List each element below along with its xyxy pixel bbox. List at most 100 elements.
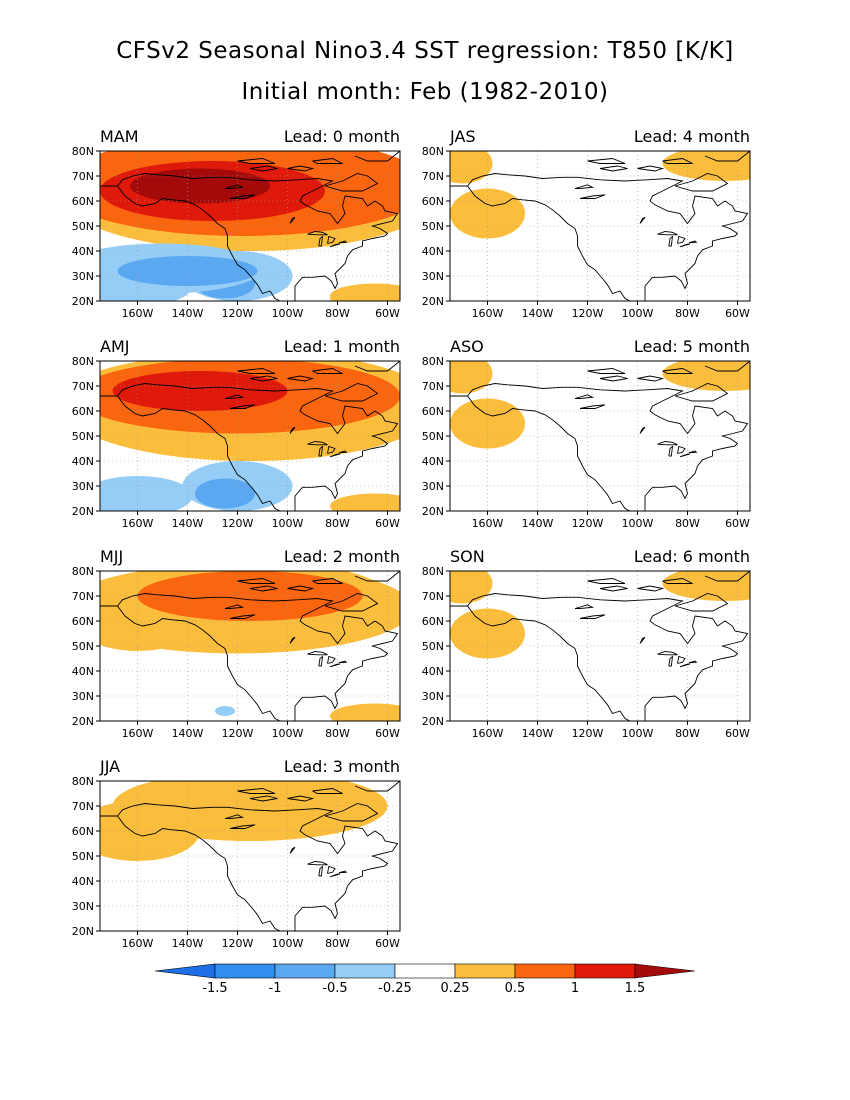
lon-label: 160W xyxy=(122,727,154,740)
lon-label: 100W xyxy=(272,517,304,530)
lon-label: 80W xyxy=(325,727,350,740)
lake-outline xyxy=(307,861,328,866)
lon-label: 100W xyxy=(622,727,654,740)
panel-map: 80N 70N 60N 50N 40N 30N 20N 160W 140W 120W 100W 80W… xyxy=(72,355,401,530)
lat-label: 30N xyxy=(72,270,94,283)
coastline-greenland xyxy=(354,361,400,372)
positive-anomaly xyxy=(130,168,270,204)
panel-map: 80N 70N 60N 50N 40N 30N 20N 160W 140W 120W 100W 80W… xyxy=(72,565,401,740)
colorbar: -1.5 -1 -0.5 -0.25 0.25 0.5 1 1.5 xyxy=(154,963,696,996)
lon-label: 100W xyxy=(622,517,654,530)
lat-label: 30N xyxy=(72,900,94,913)
lon-label: 160W xyxy=(122,307,154,320)
coastline-island xyxy=(662,158,693,164)
colorbar-swatch xyxy=(214,963,276,979)
coastline-island xyxy=(674,173,729,192)
coastline xyxy=(100,781,400,931)
lake-outline xyxy=(679,243,691,248)
lon-label: 80W xyxy=(325,937,350,950)
lake-outline xyxy=(229,194,256,199)
lake-outline xyxy=(327,865,336,874)
positive-anomaly xyxy=(330,493,400,511)
lon-label: 60W xyxy=(375,517,400,530)
coastline-island xyxy=(637,585,665,592)
lat-label: 60N xyxy=(72,615,94,628)
lon-label: 140W xyxy=(522,727,554,740)
coastline-west xyxy=(100,185,281,301)
coastline-island xyxy=(237,158,276,164)
lake-outline xyxy=(668,235,674,247)
panel-map: 80N 70N 60N 50N 40N 30N 20N 160W 140W 120W 100W 80W… xyxy=(422,565,751,740)
positive-anomaly xyxy=(450,571,493,604)
lake-outline xyxy=(327,655,336,664)
lat-label: 20N xyxy=(422,505,444,518)
lon-label: 60W xyxy=(725,517,750,530)
lon-label: 120W xyxy=(222,727,254,740)
lat-label: 50N xyxy=(72,220,94,233)
panel-season: SON xyxy=(450,547,485,566)
panel-map: 80N 70N 60N 50N 40N 30N 20N 160W 140W 120W 100W 80W… xyxy=(422,145,751,320)
negative-anomaly xyxy=(195,478,255,509)
figure-title: CFSv2 Seasonal Nino3.4 SST regression: T… xyxy=(116,38,734,64)
lake-outline xyxy=(688,660,698,664)
lon-label: 60W xyxy=(375,937,400,950)
coastline-island xyxy=(287,795,315,802)
coastline-island xyxy=(249,165,278,172)
coastline-island xyxy=(599,375,628,382)
lat-label: 50N xyxy=(422,430,444,443)
lon-label: 140W xyxy=(522,307,554,320)
panel-map: 80N 70N 60N 50N 40N 30N 20N 160W 140W 120W 100W 80W… xyxy=(72,775,401,950)
lat-label: 50N xyxy=(72,430,94,443)
lake-outline xyxy=(639,216,646,224)
lat-label: 50N xyxy=(72,850,94,863)
coastline-island xyxy=(662,368,693,374)
lat-label: 80N xyxy=(422,145,444,158)
panel-season: ASO xyxy=(450,337,484,356)
lake-outline xyxy=(639,636,646,644)
lon-label: 100W xyxy=(272,307,304,320)
lat-label: 60N xyxy=(72,825,94,838)
lake-outline xyxy=(657,441,678,446)
lake-outline xyxy=(307,231,328,236)
coastline-island xyxy=(237,788,276,794)
lake-outline xyxy=(289,216,296,224)
lon-label: 60W xyxy=(725,307,750,320)
lat-label: 20N xyxy=(422,295,444,308)
colorbar-swatch xyxy=(514,963,576,979)
lon-label: 100W xyxy=(272,937,304,950)
lon-label: 160W xyxy=(472,727,504,740)
lat-label: 60N xyxy=(422,615,444,628)
coastline-island xyxy=(674,593,729,612)
lake-outline xyxy=(338,870,348,874)
positive-anomaly xyxy=(450,361,493,394)
lake-outline xyxy=(679,453,691,458)
lat-label: 30N xyxy=(72,480,94,493)
lat-label: 40N xyxy=(72,455,94,468)
lake-outline xyxy=(224,394,245,399)
panel-lead: Lead: 4 month xyxy=(633,127,750,146)
lake-outline xyxy=(677,235,686,244)
coastline-east xyxy=(117,803,399,931)
lake-outline xyxy=(688,450,698,454)
colorbar-label: 1 xyxy=(571,981,579,996)
colorbar-label: 0.25 xyxy=(441,981,470,996)
panel-season: AMJ xyxy=(100,337,130,356)
lat-label: 70N xyxy=(72,380,94,393)
lat-label: 50N xyxy=(422,640,444,653)
grid xyxy=(100,361,400,511)
lat-label: 40N xyxy=(422,455,444,468)
panel-lead: Lead: 0 month xyxy=(283,127,400,146)
positive-anomaly xyxy=(662,361,750,391)
lat-label: 40N xyxy=(72,245,94,258)
coastline-west xyxy=(100,605,281,721)
grid xyxy=(100,151,400,301)
lake-outline xyxy=(327,235,336,244)
lake-outline xyxy=(679,663,691,668)
lake-outline xyxy=(574,604,595,609)
lat-label: 80N xyxy=(72,355,94,368)
coastline-west xyxy=(450,395,631,511)
lon-label: 120W xyxy=(222,307,254,320)
lat-label: 80N xyxy=(72,565,94,578)
coastline-east xyxy=(467,593,749,721)
lon-label: 100W xyxy=(272,727,304,740)
